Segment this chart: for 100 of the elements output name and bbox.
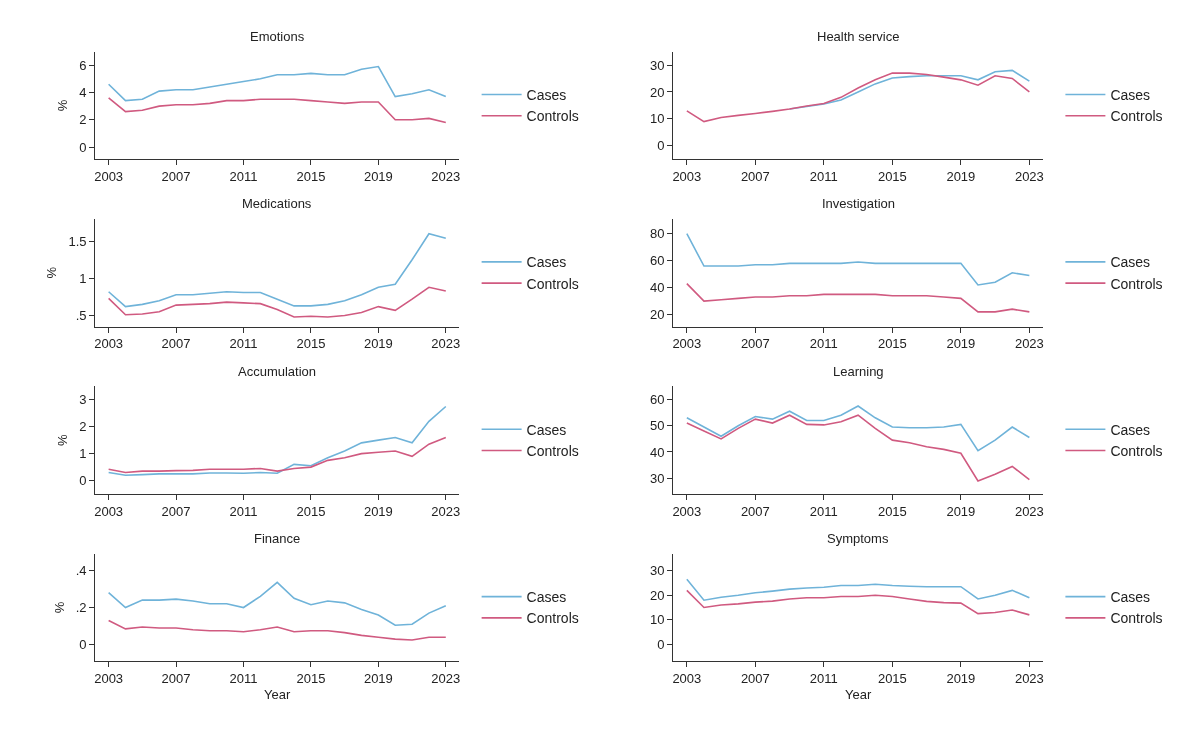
y-tick-label: 50 — [650, 418, 665, 434]
chart-title: Symptoms — [827, 531, 889, 546]
x-tick-label: 2023 — [1014, 503, 1044, 519]
x-tick-label: 2023 — [431, 168, 461, 184]
x-tick-label: 2019 — [946, 168, 976, 184]
y-tick-label: 20 — [650, 307, 665, 323]
x-tick-label: 2015 — [296, 503, 326, 519]
line-series — [107, 405, 447, 476]
line-series — [107, 97, 447, 124]
chart-title: Health service — [817, 29, 900, 44]
y-tick-label: 30 — [650, 57, 665, 73]
line-series — [686, 414, 1031, 482]
chart-title: Medications — [242, 196, 312, 211]
y-axis-title: % — [55, 433, 71, 446]
line-series — [686, 232, 1031, 286]
x-tick-label: 2019 — [363, 503, 393, 519]
x-tick-label: 2023 — [1014, 671, 1044, 687]
x-tick-label: 2011 — [809, 168, 838, 184]
y-tick-label: 20 — [650, 84, 665, 100]
x-tick-label: 2019 — [946, 336, 976, 352]
legend-label: Controls — [526, 442, 579, 459]
legend-label: Controls — [1110, 108, 1163, 125]
chart-title: Finance — [254, 531, 301, 546]
x-tick-label: 2011 — [809, 671, 838, 687]
x-tick-label: 2003 — [94, 168, 124, 184]
x-tick-label: 2019 — [363, 336, 393, 352]
chart-title: Emotions — [250, 29, 305, 44]
x-tick-label: 2003 — [672, 671, 702, 687]
line-series — [107, 65, 447, 102]
legend-label: Cases — [1110, 86, 1151, 103]
line-series — [686, 405, 1031, 452]
y-tick-label: 30 — [650, 563, 665, 579]
y-tick-label: 2 — [79, 419, 87, 435]
y-tick-label: 0 — [79, 473, 87, 489]
y-tick-label: 80 — [650, 226, 665, 242]
x-tick-label: 2015 — [877, 336, 907, 352]
x-tick-label: 2003 — [94, 503, 124, 519]
x-tick-label: 2011 — [229, 671, 258, 687]
line-series — [686, 589, 1031, 616]
legend-label: Controls — [1110, 275, 1163, 292]
y-tick-label: 10 — [650, 612, 665, 628]
chart-title: Investigation — [822, 196, 895, 211]
x-tick-label: 2007 — [740, 336, 770, 352]
legend-label: Cases — [526, 421, 567, 438]
x-tick-label: 2023 — [1014, 336, 1044, 352]
y-tick-label: 10 — [650, 111, 665, 127]
x-tick-label: 2015 — [296, 168, 326, 184]
x-tick-label: 2011 — [229, 168, 258, 184]
x-tick-label: 2019 — [363, 168, 393, 184]
line-series — [686, 578, 1031, 601]
chart-title: Accumulation — [238, 364, 317, 379]
x-tick-label: 2007 — [740, 671, 770, 687]
x-tick-label: 2003 — [672, 336, 702, 352]
y-tick-label: 0 — [79, 637, 87, 653]
x-tick-label: 2007 — [740, 168, 770, 184]
x-tick-label: 2003 — [672, 503, 702, 519]
line-series — [107, 619, 447, 641]
x-tick-label: 2003 — [672, 168, 702, 184]
x-tick-label: 2015 — [877, 671, 907, 687]
x-tick-label: 2007 — [161, 336, 191, 352]
x-tick-label: 2019 — [946, 503, 976, 519]
y-tick-label: 20 — [650, 587, 665, 603]
chart-title: Learning — [833, 364, 884, 379]
x-tick-label: 2007 — [161, 671, 191, 687]
y-tick-label: .4 — [75, 562, 87, 578]
x-tick-label: 2011 — [809, 336, 838, 352]
x-tick-label: 2023 — [431, 503, 461, 519]
line-series — [107, 581, 447, 626]
line-series — [107, 286, 447, 318]
y-tick-label: 0 — [657, 138, 665, 154]
x-tick-label: 2011 — [809, 503, 838, 519]
x-tick-label: 2023 — [431, 336, 461, 352]
legend-label: Controls — [1110, 442, 1163, 459]
legend-label: Cases — [526, 254, 567, 271]
y-tick-label: 40 — [650, 280, 665, 296]
x-tick-label: 2007 — [740, 503, 770, 519]
x-axis-title: Year — [844, 686, 872, 702]
x-tick-label: 2019 — [946, 671, 976, 687]
x-tick-label: 2023 — [1014, 168, 1044, 184]
line-series — [107, 436, 447, 474]
y-tick-label: 1 — [79, 446, 87, 462]
x-tick-label: 2015 — [296, 671, 326, 687]
y-tick-label: 6 — [79, 57, 87, 73]
x-tick-label: 2007 — [161, 168, 191, 184]
line-series — [107, 232, 447, 308]
y-axis-title: % — [51, 601, 67, 614]
y-tick-label: 4 — [79, 85, 87, 101]
x-tick-label: 2003 — [94, 671, 124, 687]
y-tick-label: 0 — [657, 636, 665, 652]
legend-label: Cases — [1110, 254, 1151, 271]
legend-label: Cases — [1110, 421, 1151, 438]
line-series — [686, 72, 1031, 123]
y-axis-title: % — [55, 99, 71, 112]
y-tick-label: 30 — [650, 470, 665, 486]
line-series — [686, 282, 1031, 313]
y-tick-label: .5 — [75, 308, 87, 324]
x-tick-label: 2011 — [229, 503, 258, 519]
x-tick-label: 2007 — [161, 503, 191, 519]
x-tick-label: 2023 — [431, 671, 461, 687]
y-axis-title: % — [44, 266, 60, 279]
